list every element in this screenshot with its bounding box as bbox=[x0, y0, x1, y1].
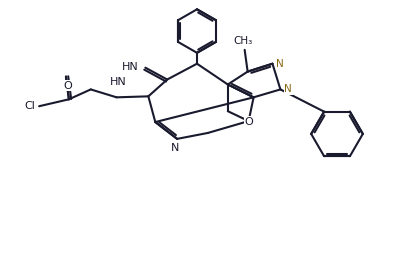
Text: O: O bbox=[63, 81, 72, 90]
Text: N: N bbox=[277, 59, 284, 69]
Text: Cl: Cl bbox=[24, 101, 35, 111]
Text: HN: HN bbox=[110, 77, 127, 87]
Text: HN: HN bbox=[122, 62, 138, 72]
Text: O: O bbox=[244, 117, 253, 127]
Text: N: N bbox=[284, 84, 292, 94]
Text: N: N bbox=[171, 143, 179, 153]
Text: HN: HN bbox=[124, 62, 140, 72]
Text: CH₃: CH₃ bbox=[233, 36, 252, 46]
